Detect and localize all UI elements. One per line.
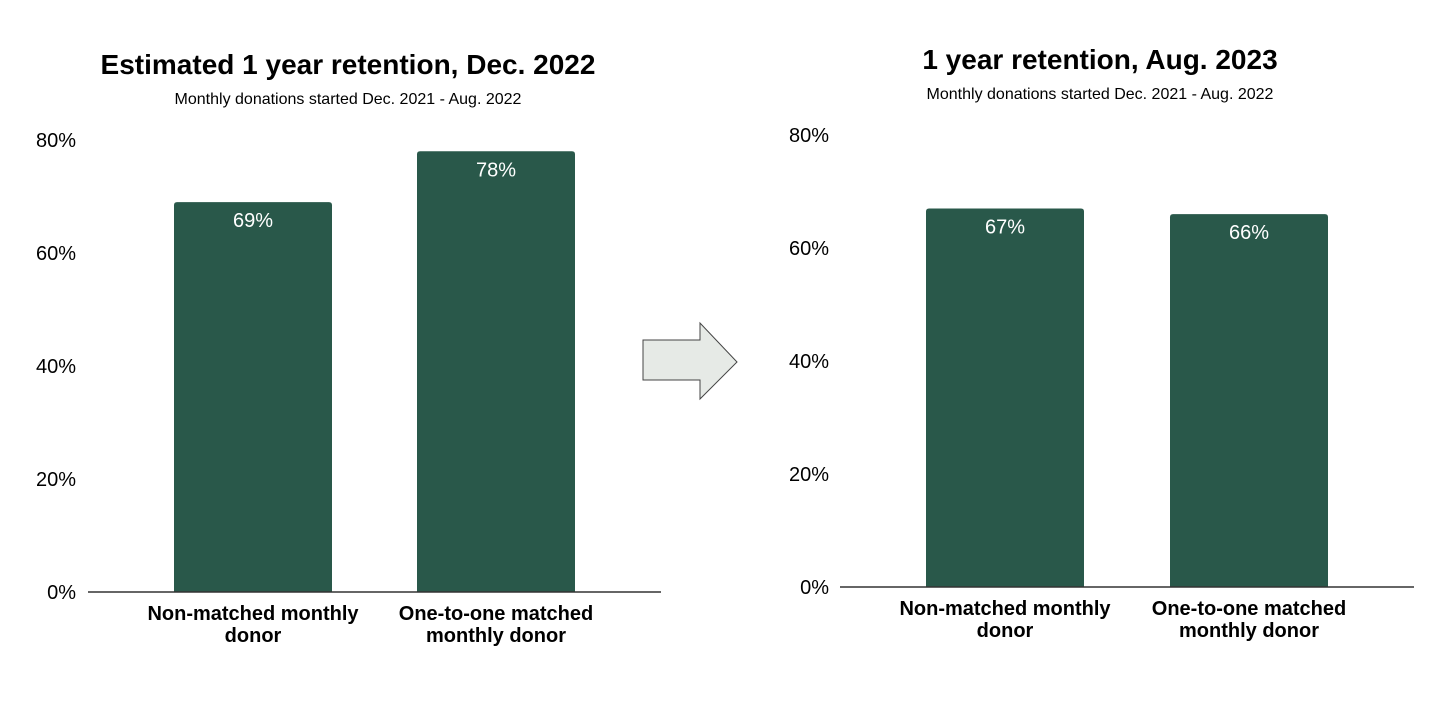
x-tick-label-line: One-to-one matched	[399, 603, 593, 625]
x-tick-label: One-to-one matched monthly donor	[399, 603, 593, 647]
y-tick-label: 80%	[789, 125, 829, 147]
y-tick-labels: 0% 20% 40% 60% 80%	[36, 130, 76, 604]
chart-aug-2023-svg: 1 year retention, Aug. 2023 Monthly dona…	[789, 44, 1414, 642]
x-tick-labels: Non-matched monthly donor One-to-one match…	[899, 598, 1346, 642]
bars	[926, 208, 1328, 587]
y-tick-label: 60%	[789, 238, 829, 260]
chart-title: Estimated 1 year retention, Dec. 2022	[101, 49, 596, 80]
x-tick-label-line: donor	[977, 620, 1034, 642]
y-tick-label: 40%	[36, 356, 76, 378]
data-labels: 67% 66%	[985, 216, 1269, 244]
x-tick-label-line: One-to-one matched	[1152, 598, 1346, 620]
chart-subtitle: Monthly donations started Dec. 2021 - Au…	[927, 86, 1274, 103]
y-tick-label: 0%	[47, 582, 76, 604]
y-tick-label: 60%	[36, 243, 76, 265]
bar	[1170, 214, 1328, 587]
x-tick-label-line: monthly donor	[1179, 620, 1319, 642]
x-tick-label-line: monthly donor	[426, 625, 566, 647]
bar-value-label: 78%	[476, 159, 516, 181]
x-tick-label-line: Non-matched monthly	[147, 603, 359, 625]
bar-value-label: 67%	[985, 216, 1025, 238]
arrow-shape	[642, 321, 738, 401]
data-labels: 69% 78%	[233, 159, 516, 232]
x-tick-label-line: donor	[225, 625, 282, 647]
chart-dec-2022: Estimated 1 year retention, Dec. 2022 Mo…	[0, 0, 700, 708]
x-tick-label: Non-matched monthly donor	[147, 603, 359, 647]
x-tick-label: Non-matched monthly donor	[899, 598, 1111, 642]
x-tick-labels: Non-matched monthly donor One-to-one match…	[147, 603, 593, 647]
chart-aug-2023: 1 year retention, Aug. 2023 Monthly dona…	[752, 0, 1446, 708]
bar-value-label: 66%	[1229, 222, 1269, 244]
x-tick-label: One-to-one matched monthly donor	[1152, 598, 1346, 642]
x-tick-label-line: Non-matched monthly	[899, 598, 1111, 620]
y-tick-labels: 0% 20% 40% 60% 80%	[789, 125, 829, 599]
chart-title: 1 year retention, Aug. 2023	[922, 44, 1277, 75]
bar	[174, 202, 332, 592]
y-tick-label: 20%	[789, 464, 829, 486]
bar	[417, 151, 575, 593]
right-arrow-icon	[640, 320, 744, 409]
chart-subtitle: Monthly donations started Dec. 2021 - Au…	[175, 91, 522, 108]
bars	[174, 151, 575, 593]
chart-dec-2022-svg: Estimated 1 year retention, Dec. 2022 Mo…	[36, 49, 661, 647]
y-tick-label: 0%	[800, 577, 829, 599]
y-tick-label: 80%	[36, 130, 76, 152]
bar	[926, 208, 1084, 587]
y-tick-label: 20%	[36, 469, 76, 491]
bar-value-label: 69%	[233, 210, 273, 232]
y-tick-label: 40%	[789, 351, 829, 373]
